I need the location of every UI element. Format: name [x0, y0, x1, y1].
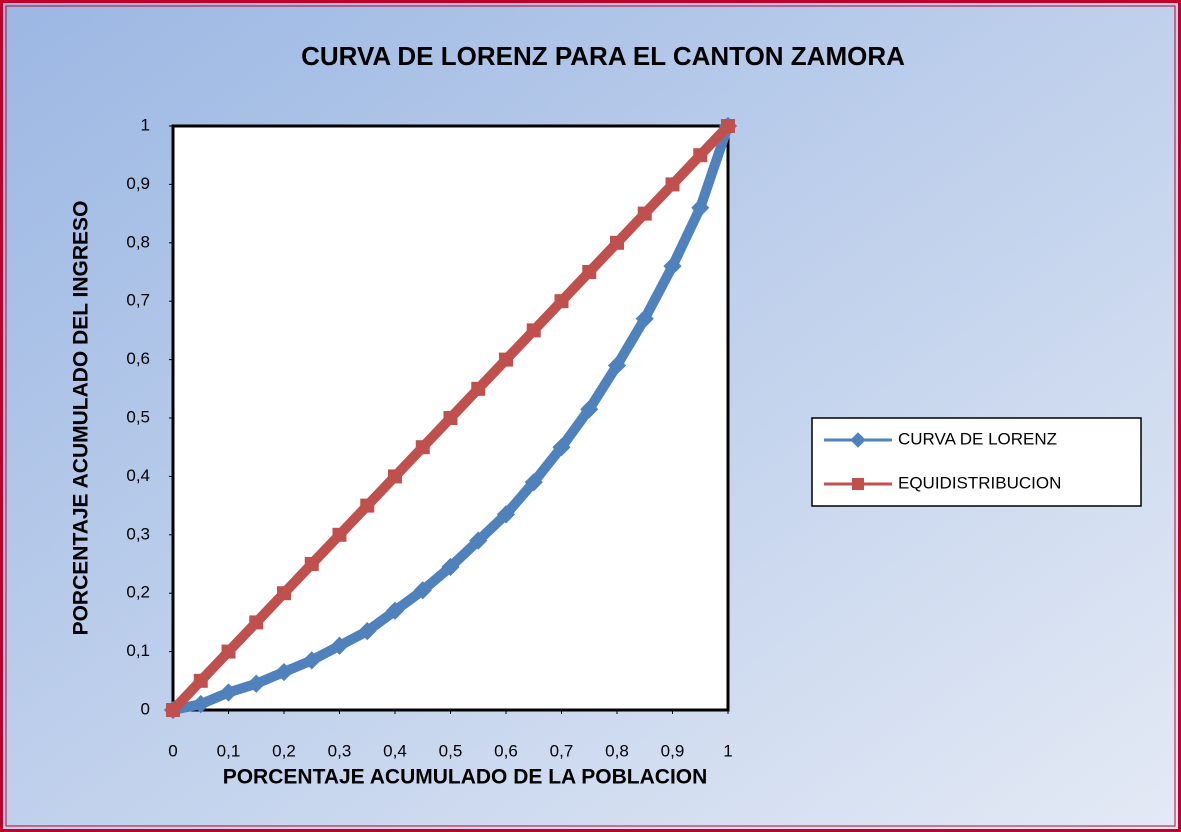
marker [635, 309, 654, 328]
x-tick-label: 0,2 [272, 741, 296, 760]
marker [221, 644, 236, 659]
x-tick-label: 0 [168, 741, 177, 760]
legend-marker [852, 478, 864, 490]
chart-frame [5, 5, 1176, 827]
y-tick-label: 0,5 [126, 407, 150, 426]
marker [691, 198, 710, 217]
marker [385, 601, 405, 620]
marker [580, 400, 599, 419]
y-tick-label: 0,9 [126, 174, 150, 193]
marker [582, 265, 597, 279]
marker [360, 498, 375, 513]
marker [665, 177, 680, 192]
marker [332, 527, 347, 542]
x-tick-label: 0,8 [605, 741, 629, 760]
marker [607, 356, 627, 375]
marker [552, 438, 571, 457]
y-tick-label: 0,3 [126, 524, 150, 543]
y-tick-label: 0 [141, 699, 150, 718]
marker [610, 235, 624, 250]
y-tick-label: 0,2 [126, 583, 150, 602]
x-tick-label: 0,6 [494, 741, 518, 760]
marker [193, 673, 208, 688]
marker [166, 703, 180, 717]
marker [526, 323, 541, 338]
marker [471, 381, 486, 396]
marker [274, 662, 294, 682]
legend-label: CURVA DE LORENZ [898, 429, 1057, 448]
y-tick-label: 1 [141, 115, 150, 134]
marker [663, 257, 682, 276]
marker [330, 636, 349, 655]
y-axis-label: PORCENTAJE ACUMULADO DEL INGRESO [70, 201, 93, 636]
x-tick-label: 0,4 [383, 741, 407, 760]
marker [721, 119, 735, 133]
legend-box [811, 417, 1142, 507]
marker [443, 411, 458, 425]
marker [388, 469, 402, 484]
legend-label: EQUIDISTRIBUCION [898, 473, 1061, 492]
chart-title: CURVA DE LORENZ PARA EL CANTON ZAMORA [301, 41, 905, 71]
y-tick-label: 0,4 [126, 466, 150, 485]
marker [247, 674, 266, 693]
marker [415, 440, 430, 455]
marker [524, 473, 543, 492]
y-tick-label: 0,1 [126, 641, 150, 660]
marker [191, 695, 210, 714]
marker [219, 683, 238, 702]
marker [499, 352, 513, 367]
x-axis-label: PORCENTAJE ACUMULADO DE LA POBLACION [223, 766, 708, 789]
marker [304, 557, 319, 571]
y-tick-label: 0,7 [126, 291, 150, 310]
marker [637, 206, 652, 221]
marker [249, 615, 264, 630]
legend-marker [850, 432, 866, 448]
y-tick-label: 0,8 [126, 232, 150, 251]
x-tick-label: 0,9 [661, 741, 685, 760]
y-tick-label: 0,6 [126, 349, 150, 368]
marker [693, 148, 708, 163]
marker [496, 505, 516, 524]
x-tick-label: 0,3 [328, 741, 352, 760]
x-tick-label: 0,7 [550, 741, 574, 760]
marker [277, 586, 291, 601]
marker [554, 294, 569, 309]
marker [302, 651, 321, 670]
x-tick-label: 1 [723, 741, 732, 760]
marker [469, 531, 488, 550]
marker [441, 557, 460, 577]
marker [413, 581, 432, 600]
x-tick-label: 0,5 [439, 741, 463, 760]
marker [358, 622, 377, 641]
x-tick-label: 0,1 [217, 741, 241, 760]
